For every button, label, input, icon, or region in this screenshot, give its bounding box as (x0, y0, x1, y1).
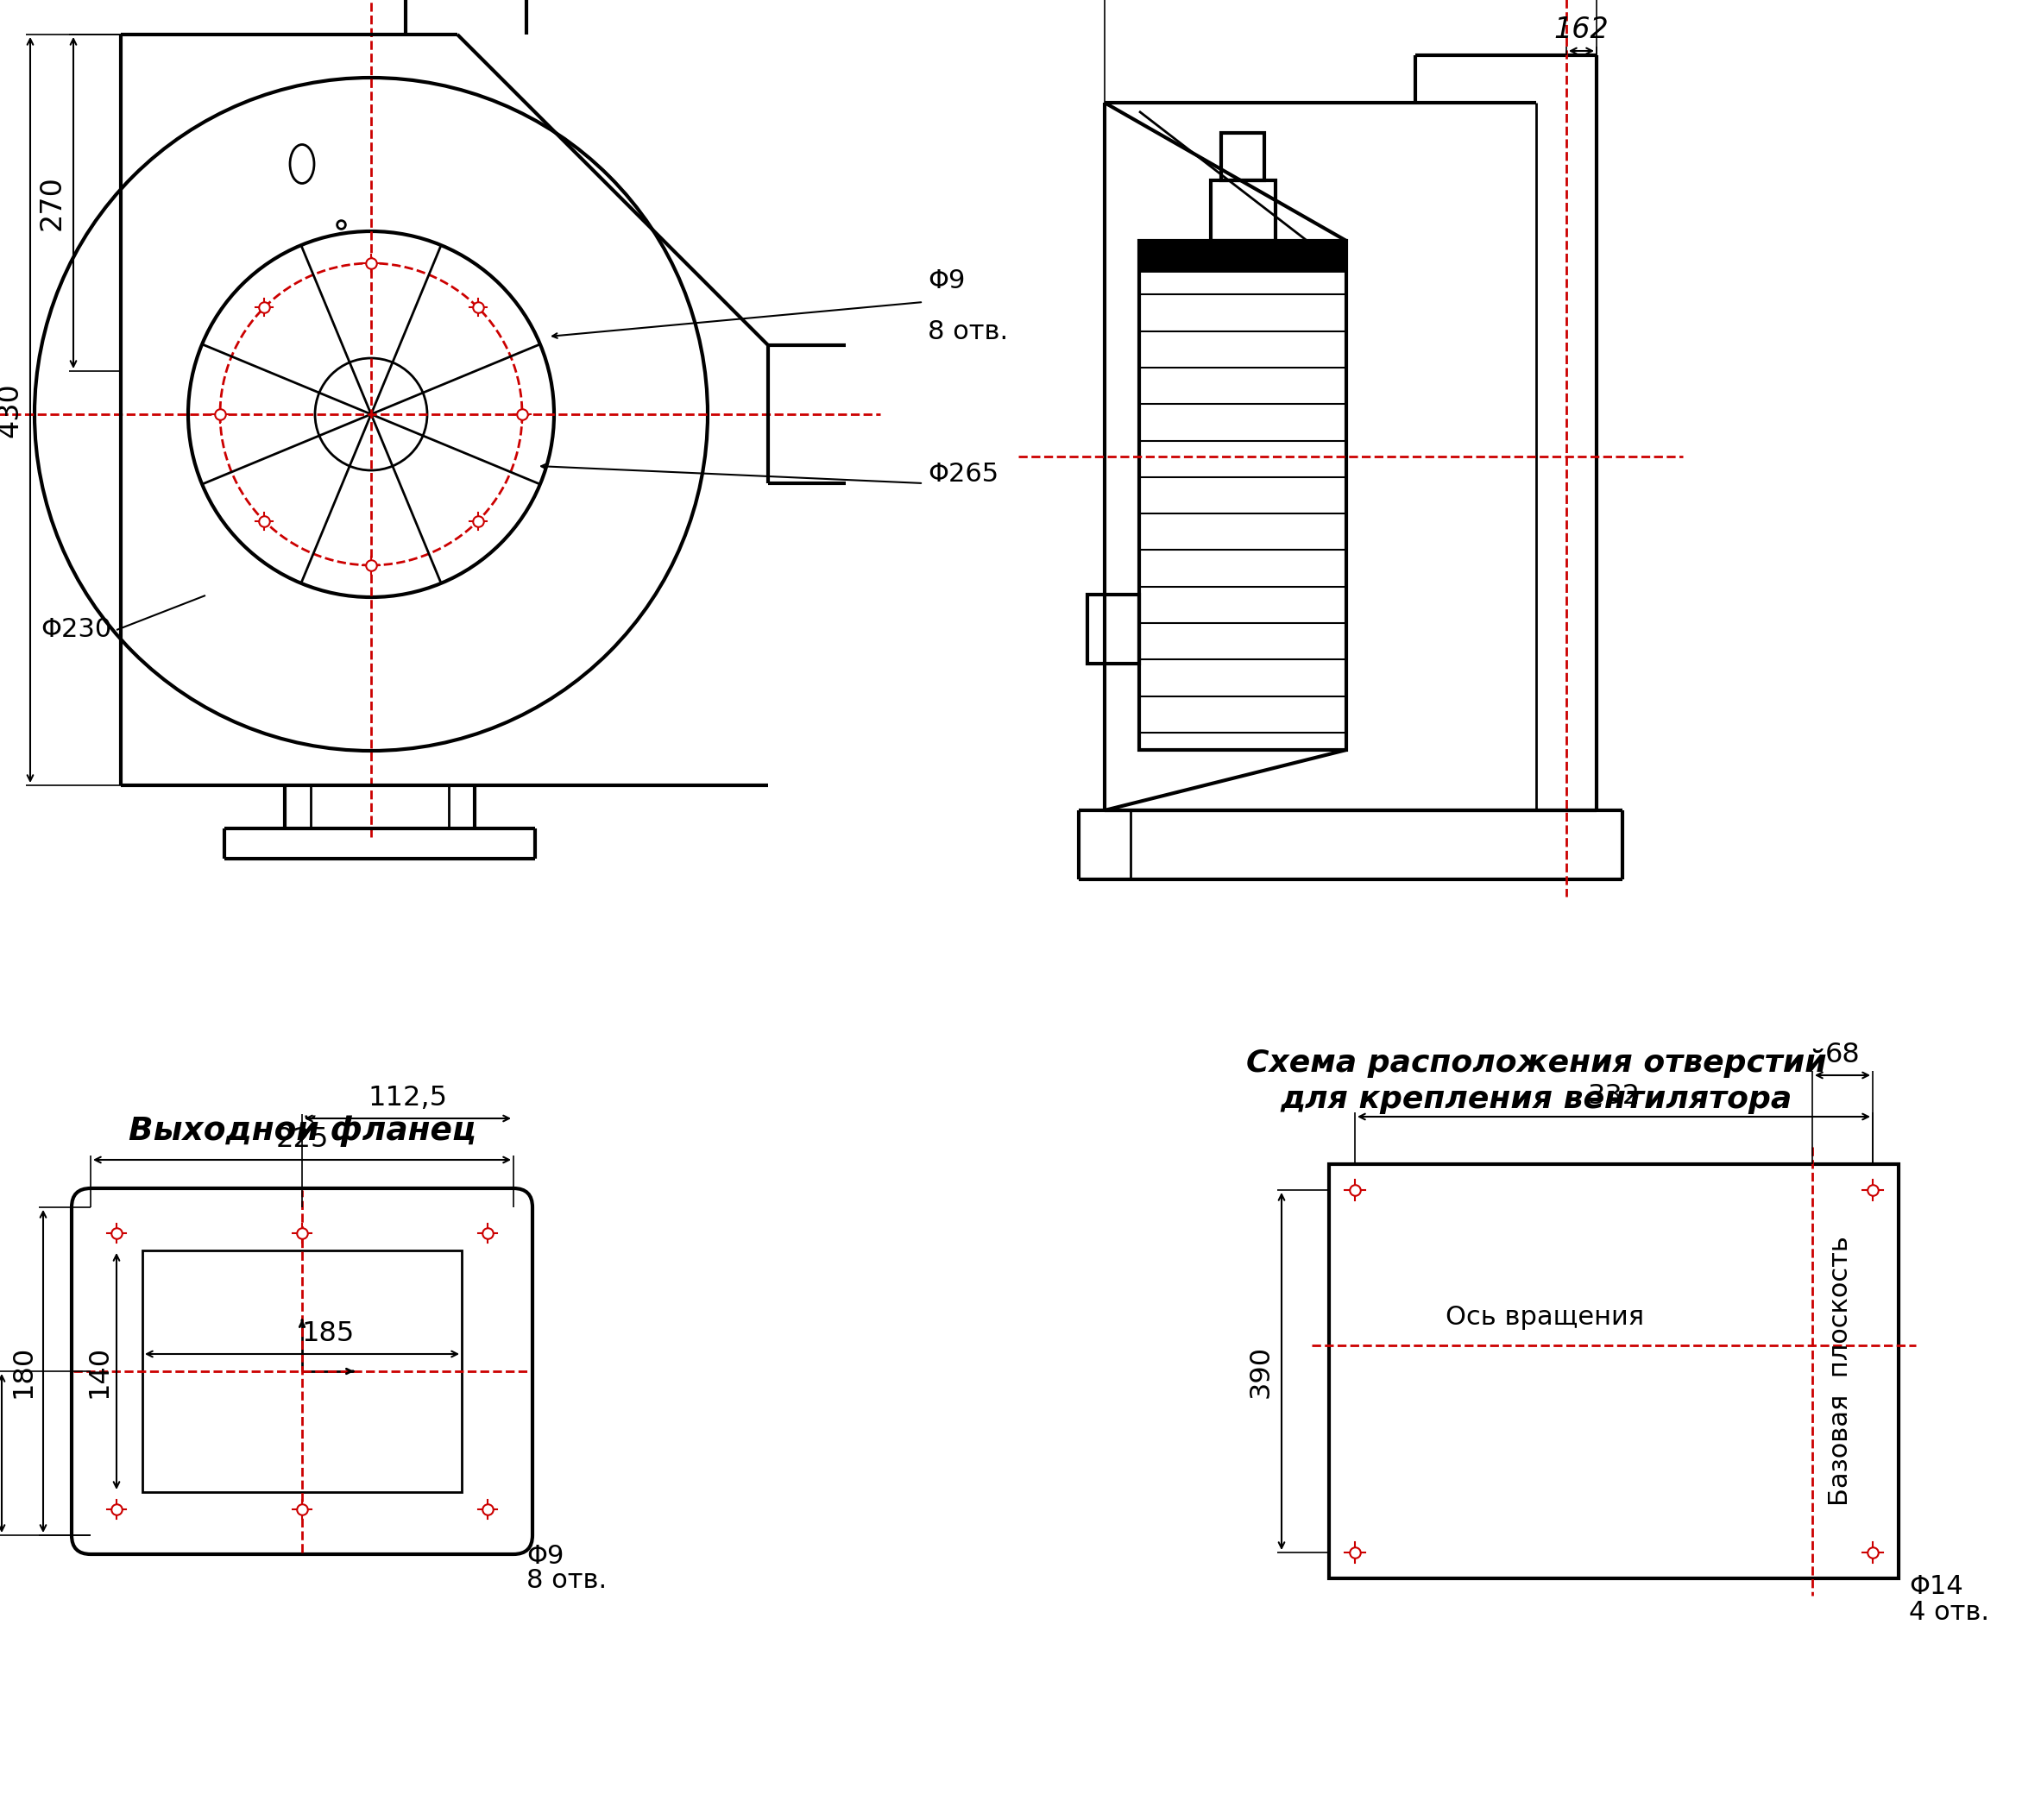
Bar (1221, 133, 1263, 180)
Text: Схема расположения отверстий: Схема расположения отверстий (1245, 1048, 1827, 1077)
Text: 332: 332 (1588, 1083, 1641, 1110)
Text: 8 отв.: 8 отв. (527, 1569, 606, 1592)
Text: Φ14: Φ14 (1908, 1574, 1963, 1600)
Text: 390: 390 (1247, 1345, 1276, 1398)
Text: 140: 140 (86, 1345, 112, 1398)
Bar (1139, 240, 1347, 750)
Text: 270: 270 (39, 175, 67, 231)
Text: 225: 225 (276, 1127, 329, 1152)
Text: Φ9: Φ9 (527, 1543, 563, 1569)
Text: 430: 430 (0, 382, 22, 437)
Bar (1139, 240, 1347, 271)
Text: для крепления вентилятора: для крепления вентилятора (1280, 1085, 1792, 1114)
Text: 162: 162 (1553, 16, 1608, 44)
Text: 68: 68 (1825, 1041, 1859, 1068)
Bar (1329, 1165, 1898, 1578)
Text: Ось вращения: Ось вращения (1445, 1305, 1645, 1330)
Text: 180: 180 (10, 1345, 37, 1398)
Text: 185: 185 (302, 1320, 355, 1347)
Text: Φ230: Φ230 (41, 617, 112, 642)
FancyBboxPatch shape (71, 1188, 533, 1554)
Text: 4 отв.: 4 отв. (1908, 1600, 1990, 1625)
Text: Φ9: Φ9 (929, 268, 965, 293)
Ellipse shape (290, 144, 314, 184)
Bar (1088, 595, 1139, 664)
Text: Φ265: Φ265 (929, 462, 998, 488)
Text: 112,5: 112,5 (367, 1085, 447, 1112)
Text: Выходной фланец: Выходной фланец (129, 1116, 476, 1147)
Text: Базовая  плоскость: Базовая плоскость (1829, 1236, 1853, 1507)
Text: 8 отв.: 8 отв. (929, 318, 1008, 344)
Bar (143, 1250, 461, 1492)
Bar (1210, 180, 1276, 240)
